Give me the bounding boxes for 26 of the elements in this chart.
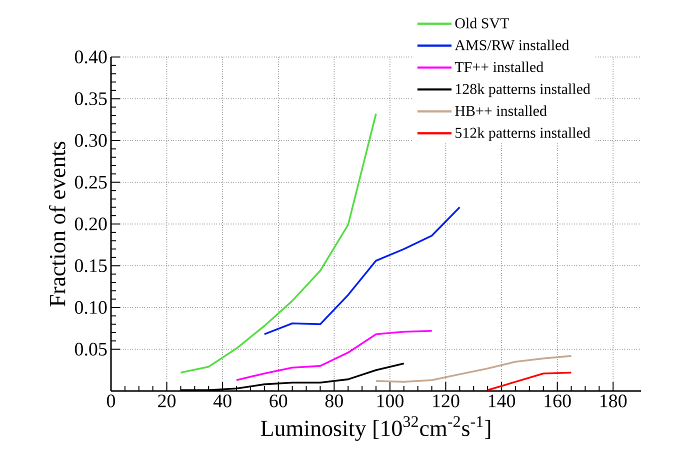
legend-label: HB++ installed xyxy=(455,105,547,116)
y-tick-label: 0.20 xyxy=(74,218,107,230)
y-tick-label: 0.25 xyxy=(74,176,107,189)
y-tick-label: 0.05 xyxy=(74,342,107,356)
x-tick-label: 80 xyxy=(325,394,343,408)
y-tick-label: 0.35 xyxy=(74,92,107,106)
x-tick-label: 120 xyxy=(433,394,460,408)
x-tick-label: 140 xyxy=(488,394,516,408)
y-tick-label: 0.10 xyxy=(74,301,107,314)
legend-label: TF++ installed xyxy=(454,62,544,72)
x-tick-label: 0 xyxy=(106,394,116,408)
x-tick-label: 20 xyxy=(158,394,176,408)
y-tick-label: 0.40 xyxy=(74,50,107,64)
legend-label: AMS/RW installed xyxy=(454,40,570,50)
legend-label: 128k patterns installed xyxy=(456,84,590,98)
x-tick-label: 180 xyxy=(600,394,627,408)
y-tick-label: 0.15 xyxy=(74,259,107,272)
x-tick-label: 160 xyxy=(544,394,571,408)
x-tick-label: 60 xyxy=(270,394,288,408)
x-axis-title: Luminosity [10$^{32}$cm$^{-2}$s$^{-1}$] xyxy=(260,416,490,441)
x-tick-label: 40 xyxy=(213,394,232,408)
x-tick-label: 100 xyxy=(377,394,404,408)
legend-label: 512k patterns installed xyxy=(456,127,590,141)
legend-label: Old SVT xyxy=(455,18,509,28)
y-axis-title: Fraction of events xyxy=(48,142,66,306)
y-tick-label: 0.30 xyxy=(74,134,107,147)
